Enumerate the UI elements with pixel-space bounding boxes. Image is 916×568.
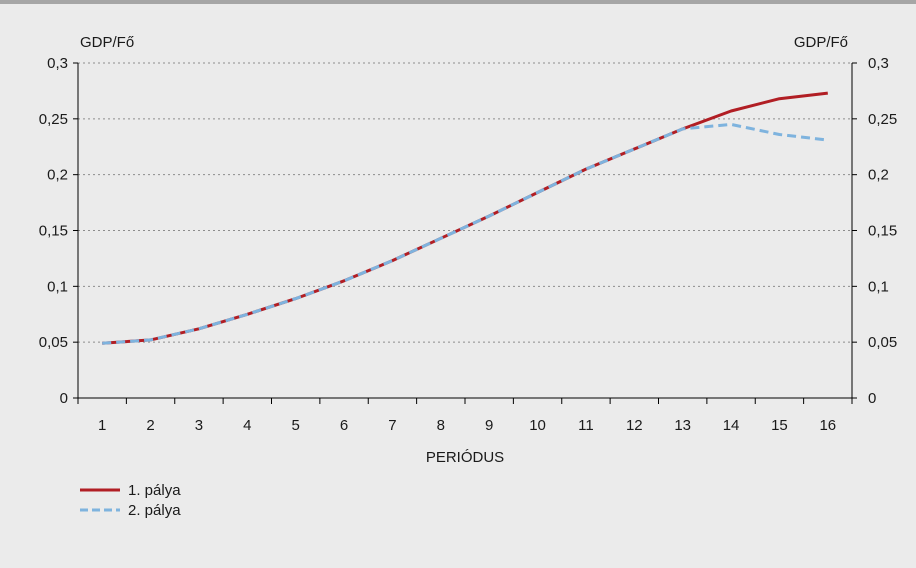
x-tick-label: 12 xyxy=(626,417,643,434)
y-tick-label-left: 0,2 xyxy=(47,167,68,184)
x-tick-label: 7 xyxy=(388,417,396,434)
x-tick-label: 1 xyxy=(98,417,106,434)
x-tick-label: 15 xyxy=(771,417,788,434)
x-tick-label: 16 xyxy=(819,417,836,434)
legend: 1. pálya 2. pálya xyxy=(80,482,181,519)
x-tick-label: 10 xyxy=(529,417,546,434)
x-tick-label: 13 xyxy=(674,417,691,434)
top-border xyxy=(0,0,916,4)
legend-label-2: 2. pálya xyxy=(128,502,181,519)
y-tick-label-left: 0,15 xyxy=(39,223,68,240)
y-tick-label-right: 0 xyxy=(868,390,876,407)
x-axis-ticks: 1 2 3 4 5 6 7 8 9 10 11 12 13 14 15 16 xyxy=(77,398,853,434)
x-tick-label: 6 xyxy=(340,417,348,434)
x-tick-label: 11 xyxy=(578,417,594,434)
grid-lines xyxy=(78,62,852,343)
y-tick-label-left: 0 xyxy=(60,390,68,407)
series-line-2 xyxy=(102,122,828,345)
legend-label-1: 1. pálya xyxy=(128,482,181,499)
y-tick-label-right: 0,25 xyxy=(868,111,897,128)
x-axis-label: PERIÓDUS xyxy=(426,449,504,466)
x-tick-label: 4 xyxy=(243,417,251,434)
y-tick-label-left: 0,05 xyxy=(39,334,68,351)
y-axis-right-label: GDP/Fő xyxy=(794,34,848,51)
y-tick-label-right: 0,15 xyxy=(868,223,897,240)
y-tick-label-left: 0,1 xyxy=(47,278,68,295)
y-tick-label-right: 0,05 xyxy=(868,334,897,351)
y-tick-label-left: 0,25 xyxy=(39,111,68,128)
x-tick-label: 2 xyxy=(146,417,154,434)
y-tick-label-right: 0,2 xyxy=(868,167,889,184)
y-axis-right-ticks: 0 0,05 0,1 0,15 0,2 0,25 0,3 xyxy=(852,55,897,407)
y-axis-left-ticks: 0 0,05 0,1 0,15 0,2 0,25 0,3 xyxy=(39,55,78,407)
y-tick-label-right: 0,1 xyxy=(868,278,889,295)
y-axis-left-label: GDP/Fő xyxy=(80,34,134,51)
x-tick-label: 14 xyxy=(723,417,740,434)
y-tick-label-right: 0,3 xyxy=(868,55,889,72)
x-tick-label: 8 xyxy=(437,417,445,434)
x-tick-label: 5 xyxy=(292,417,300,434)
x-tick-label: 9 xyxy=(485,417,493,434)
series-line-1 xyxy=(102,91,828,345)
y-tick-label-left: 0,3 xyxy=(47,55,68,72)
x-tick-label: 3 xyxy=(195,417,203,434)
series-lines xyxy=(102,91,828,345)
